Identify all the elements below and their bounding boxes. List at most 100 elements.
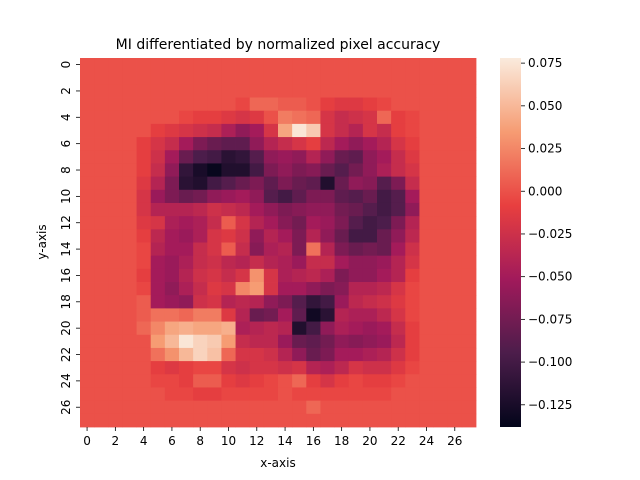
- heatmap-cell: [136, 137, 152, 151]
- heatmap-cell: [362, 255, 378, 270]
- heatmap-cell: [461, 84, 477, 98]
- heatmap-cell: [108, 216, 123, 230]
- heatmap-cell: [179, 308, 194, 322]
- heatmap-cell: [348, 321, 364, 336]
- heatmap-cell: [150, 255, 166, 270]
- heatmap-cell: [433, 321, 449, 336]
- heatmap-cell: [391, 137, 406, 151]
- heatmap-cell: [292, 58, 307, 72]
- heatmap-cell: [249, 255, 265, 270]
- heatmap-cell: [405, 295, 420, 309]
- heatmap-cell: [136, 229, 152, 243]
- heatmap-cell: [334, 347, 350, 362]
- heatmap-cell: [80, 308, 95, 322]
- heatmap-cell: [320, 150, 335, 164]
- heatmap-cell: [278, 268, 293, 283]
- heatmap-cell: [391, 216, 406, 230]
- heatmap-cell: [80, 347, 95, 362]
- heatmap-cell: [419, 268, 434, 283]
- heatmap-cell: [362, 137, 378, 151]
- heatmap-cell: [235, 400, 251, 415]
- heatmap-cell: [193, 387, 208, 402]
- colorbar-tick-label: 0.050: [528, 99, 562, 113]
- heatmap-cell: [433, 110, 449, 125]
- heatmap-cell: [405, 189, 420, 204]
- heatmap-cell: [80, 189, 95, 204]
- heatmap-cell: [348, 268, 364, 283]
- heatmap-cell: [263, 242, 279, 257]
- heatmap-cell: [433, 295, 449, 309]
- heatmap-cell: [263, 347, 279, 362]
- heatmap-cell: [150, 202, 166, 217]
- heatmap-cell: [377, 202, 392, 217]
- y-tick-label: 0: [59, 61, 73, 69]
- heatmap-cell: [263, 202, 279, 217]
- heatmap-cell: [391, 58, 406, 72]
- heatmap-cell: [263, 84, 279, 98]
- heatmap-cell: [391, 347, 406, 362]
- heatmap-cell: [179, 413, 194, 428]
- heatmap-cell: [447, 321, 463, 336]
- heatmap-cell: [362, 163, 378, 178]
- heatmap-cell: [207, 361, 222, 375]
- heatmap-cell: [391, 150, 406, 164]
- heatmap-cell: [419, 84, 434, 98]
- heatmap-cell: [433, 268, 449, 283]
- heatmap-cell: [405, 97, 420, 112]
- heatmap-cell: [405, 268, 420, 283]
- heatmap-cell: [80, 163, 95, 178]
- heatmap-cell: [391, 202, 406, 217]
- heatmap-cell: [207, 58, 222, 72]
- heatmap-cell: [362, 110, 378, 125]
- heatmap-cell: [391, 282, 406, 296]
- heatmap-cell: [193, 97, 208, 112]
- heatmap-cell: [362, 97, 378, 112]
- heatmap-cell: [348, 242, 364, 257]
- heatmap-cell: [136, 308, 152, 322]
- heatmap-cell: [405, 150, 420, 164]
- heatmap-cell: [207, 242, 222, 257]
- heatmap-cell: [419, 347, 434, 362]
- heatmap-cell: [235, 242, 251, 257]
- heatmap-cell: [235, 334, 251, 349]
- heatmap-cell: [94, 110, 109, 125]
- heatmap-cell: [94, 97, 109, 112]
- x-tick-label: 6: [168, 434, 176, 448]
- heatmap-cell: [419, 334, 434, 349]
- heatmap-cell: [221, 334, 236, 349]
- heatmap-cell: [221, 347, 236, 362]
- heatmap-cell: [108, 58, 123, 72]
- heatmap-cell: [433, 84, 449, 98]
- heatmap-cell: [164, 150, 180, 164]
- heatmap-cell: [306, 308, 321, 322]
- heatmap-cell: [108, 321, 123, 336]
- heatmap-cell: [348, 150, 364, 164]
- heatmap-cell: [405, 242, 420, 257]
- colorbar-tick-label: −0.075: [528, 312, 572, 326]
- heatmap-cell: [292, 321, 307, 336]
- heatmap-cell: [122, 400, 137, 415]
- heatmap-cell: [150, 387, 166, 402]
- heatmap-cell: [263, 413, 279, 428]
- heatmap-cell: [447, 387, 463, 402]
- heatmap-cell: [164, 189, 180, 204]
- heatmap-cell: [150, 400, 166, 415]
- heatmap-cell: [278, 282, 293, 296]
- heatmap-cell: [391, 84, 406, 98]
- heatmap-cell: [249, 202, 265, 217]
- heatmap-cell: [249, 150, 265, 164]
- heatmap-cell: [320, 413, 335, 428]
- heatmap-cell: [94, 58, 109, 72]
- heatmap-cell: [292, 282, 307, 296]
- heatmap-cell: [320, 255, 335, 270]
- heatmap-cell: [221, 321, 236, 336]
- heatmap-cell: [108, 189, 123, 204]
- heatmap-cell: [320, 374, 335, 388]
- y-tick-label: 20: [59, 321, 73, 336]
- heatmap-cell: [447, 400, 463, 415]
- heatmap-cell: [221, 189, 236, 204]
- heatmap-cell: [362, 176, 378, 191]
- heatmap-cell: [391, 123, 406, 138]
- heatmap-cell: [362, 413, 378, 428]
- heatmap-cell: [150, 308, 166, 322]
